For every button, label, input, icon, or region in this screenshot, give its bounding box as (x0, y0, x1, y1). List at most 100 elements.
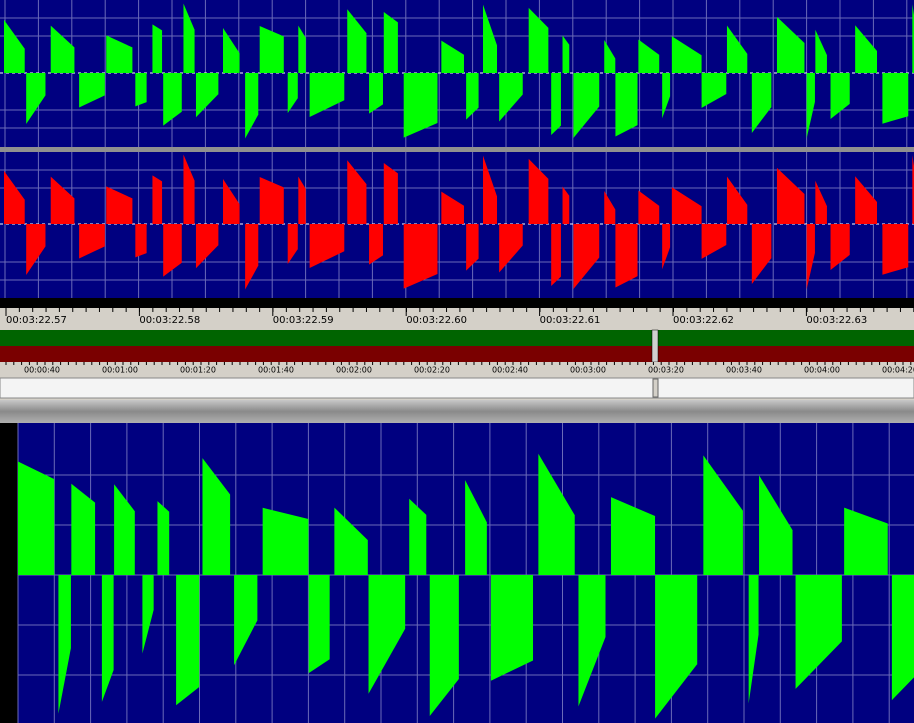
overview-ruler (0, 362, 914, 377)
waveform (298, 25, 306, 73)
waveform (403, 73, 438, 138)
waveform (223, 179, 240, 224)
timeline-ruler[interactable] (0, 308, 914, 329)
waveform (573, 224, 600, 289)
splitter[interactable] (0, 400, 914, 423)
waveform (383, 162, 398, 224)
waveform (703, 455, 743, 575)
waveform (726, 25, 748, 73)
overview-label: 00:04:20 (882, 366, 914, 375)
waveform (615, 224, 638, 288)
waveform (830, 224, 850, 271)
waveform (726, 176, 748, 224)
waveform (262, 507, 309, 575)
waveform (58, 575, 71, 714)
waveform (638, 190, 660, 224)
waveform (776, 16, 805, 74)
waveform (4, 19, 25, 73)
waveform (403, 224, 438, 289)
waveform (830, 73, 850, 120)
waveform (551, 73, 561, 136)
waveform (751, 73, 772, 133)
waveform (369, 224, 383, 265)
waveform (466, 73, 479, 120)
waveform (245, 224, 259, 290)
waveform (259, 177, 284, 224)
waveform (50, 176, 75, 224)
waveform (528, 158, 549, 224)
timeline-label: 00:03:22.57 (6, 315, 67, 326)
waveform (891, 575, 914, 701)
waveform (298, 176, 306, 224)
waveform (795, 575, 842, 689)
waveform (748, 575, 759, 704)
waveform (79, 224, 105, 259)
overview-label: 00:02:20 (414, 366, 450, 375)
waveform (604, 40, 616, 73)
ruler-gap (0, 298, 914, 308)
waveform (50, 25, 75, 73)
waveform (855, 25, 878, 73)
waveform (202, 458, 231, 575)
waveform (347, 160, 367, 224)
waveform (701, 73, 727, 108)
waveform (142, 575, 154, 654)
waveform (163, 73, 182, 126)
waveform (466, 224, 479, 271)
waveform (106, 186, 133, 224)
waveform (882, 73, 909, 124)
overview-label: 00:03:00 (570, 366, 606, 375)
overview-label: 00:01:40 (258, 366, 294, 375)
waveform (163, 224, 182, 277)
waveform (882, 224, 909, 275)
waveform (751, 224, 772, 284)
waveform (490, 575, 534, 681)
overview-label: 00:02:00 (336, 366, 372, 375)
waveform (551, 224, 561, 287)
waveform (152, 24, 163, 73)
scroll-thumb[interactable] (652, 378, 659, 398)
waveform (499, 224, 523, 273)
waveform (538, 453, 575, 575)
waveform (309, 224, 345, 269)
waveform (662, 73, 671, 119)
waveform (245, 73, 259, 139)
overview-label: 00:01:20 (180, 366, 216, 375)
waveform (18, 461, 55, 575)
waveform (183, 154, 195, 224)
waveform (101, 575, 114, 702)
scrollbar[interactable] (0, 377, 914, 399)
overview-right[interactable] (0, 346, 914, 362)
waveform (71, 483, 96, 575)
overview-label: 00:00:40 (24, 366, 60, 375)
timeline-label: 00:03:22.59 (273, 315, 334, 326)
waveform (671, 36, 702, 73)
waveform (157, 501, 170, 575)
waveform (347, 9, 367, 74)
waveform (562, 186, 570, 224)
waveform (701, 224, 727, 259)
waveform (441, 40, 464, 73)
waveform (183, 3, 195, 73)
waveform (573, 73, 600, 138)
waveform (223, 28, 240, 73)
waveform (114, 484, 135, 575)
waveform (369, 73, 383, 114)
waveform (615, 73, 638, 137)
waveform (287, 73, 298, 114)
timeline-label: 00:03:22.61 (540, 315, 601, 326)
overview-cursor[interactable] (651, 329, 659, 363)
overview-label: 00:03:20 (648, 366, 684, 375)
waveform (441, 191, 464, 224)
waveform (499, 73, 523, 122)
waveform (135, 224, 147, 258)
overview-left[interactable] (0, 330, 914, 346)
timeline-label: 00:03:22.63 (806, 315, 867, 326)
waveform (662, 224, 671, 270)
timeline-label: 00:03:22.62 (673, 315, 734, 326)
waveform (562, 35, 570, 73)
waveform (287, 224, 298, 265)
waveform (578, 575, 606, 707)
overview-label: 00:04:00 (804, 366, 840, 375)
